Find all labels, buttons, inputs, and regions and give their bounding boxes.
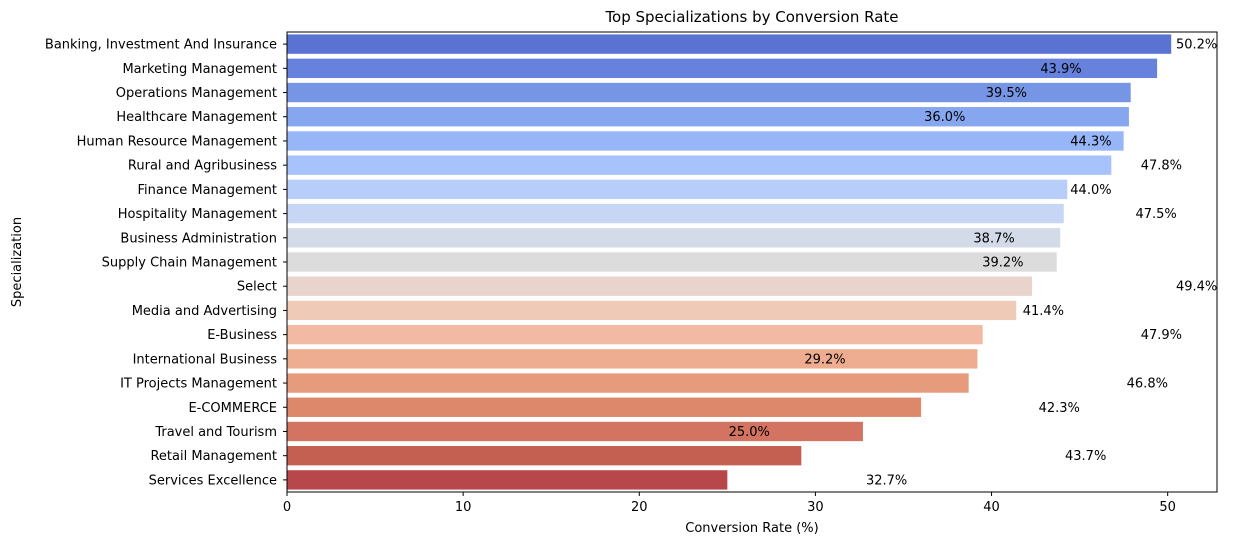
x-tick-label: 40 (983, 500, 1000, 515)
bar (287, 179, 1068, 200)
data-label: 29.2% (804, 352, 845, 367)
bar (287, 107, 1129, 127)
bar (287, 324, 983, 345)
data-label: 39.5% (986, 86, 1027, 101)
y-tick-label: Supply Chain Management (102, 256, 277, 271)
x-tick-label: 50 (1159, 500, 1176, 515)
data-label: 36.0% (924, 110, 965, 125)
y-tick-label: Services Excellence (149, 473, 277, 488)
y-tick-label: E-COMMERCE (188, 401, 277, 416)
y-tick-label: Business Administration (120, 231, 277, 246)
bar (287, 421, 863, 442)
bar (287, 397, 922, 417)
data-label: 44.3% (1070, 134, 1111, 149)
bar (287, 34, 1172, 54)
bar (287, 446, 802, 466)
data-label: 47.8% (1141, 159, 1182, 174)
data-label: 43.7% (1065, 449, 1106, 464)
data-label: 25.0% (729, 425, 770, 440)
data-labels: 50.2% 43.9% 39.5% 36.0% 44.3% 47.8% 44.0% 47.5%… (729, 38, 1218, 489)
data-label: 41.4% (1023, 304, 1064, 319)
data-label: 42.3% (1039, 401, 1080, 416)
x-axis-ticks: 0 10 20 30 40 50 (283, 492, 1176, 515)
bar (287, 58, 1158, 78)
y-tick-label: Rural and Agribusiness (128, 159, 277, 174)
y-tick-label: Media and Advertising (132, 304, 277, 319)
y-tick-label: Banking, Investment And Insurance (45, 38, 277, 53)
y-tick-label: Marketing Management (122, 62, 277, 77)
data-label: 47.9% (1141, 328, 1182, 343)
x-tick-label: 0 (283, 500, 291, 515)
bars (287, 34, 1172, 490)
data-label: 46.8% (1127, 377, 1168, 392)
y-tick-label: Travel and Tourism (154, 425, 277, 440)
bar (287, 276, 1033, 296)
x-tick-label: 10 (455, 500, 472, 515)
x-axis-label: Conversion Rate (%) (685, 521, 818, 536)
bar (287, 300, 1017, 321)
data-label: 50.2% (1176, 38, 1217, 53)
data-label: 49.4% (1176, 280, 1217, 295)
y-axis-ticks: Banking, Investment And Insurance Marketi… (45, 38, 287, 488)
data-label: 39.2% (982, 256, 1023, 271)
y-tick-label: Select (237, 280, 277, 295)
y-tick-label: Hospitality Management (118, 207, 277, 222)
data-label: 47.5% (1135, 207, 1176, 222)
bar (287, 155, 1112, 175)
data-label: 38.7% (973, 231, 1014, 246)
y-tick-label: Human Resource Management (77, 134, 277, 149)
data-label: 44.0% (1070, 183, 1111, 198)
y-tick-label: Retail Management (150, 449, 277, 464)
y-tick-label: International Business (133, 352, 278, 367)
y-tick-label: IT Projects Management (120, 377, 277, 392)
y-tick-label: Healthcare Management (116, 110, 277, 125)
bar (287, 373, 969, 393)
data-label: 32.7% (866, 473, 907, 488)
bar (287, 349, 978, 369)
bar (287, 470, 728, 490)
x-tick-label: 30 (807, 500, 824, 515)
y-tick-label: E-Business (207, 328, 277, 343)
bar (287, 252, 1057, 272)
data-label: 43.9% (1040, 62, 1081, 77)
bar (287, 131, 1124, 151)
bar (287, 82, 1131, 103)
bar (287, 228, 1061, 248)
y-tick-label: Finance Management (137, 183, 277, 198)
bar (287, 203, 1064, 224)
chart-title: Top Specializations by Conversion Rate (604, 8, 898, 26)
y-tick-label: Operations Management (116, 86, 277, 101)
x-tick-label: 20 (631, 500, 648, 515)
y-axis-label: Specialization (10, 217, 25, 307)
plot-frame (286, 31, 1218, 493)
